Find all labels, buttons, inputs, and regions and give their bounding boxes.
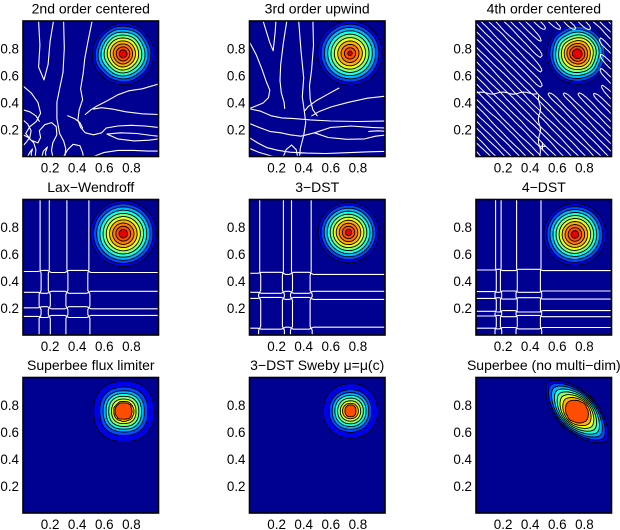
svg-text:0.6: 0.6: [453, 425, 472, 440]
svg-text:0.4: 0.4: [294, 339, 313, 354]
svg-text:0.8: 0.8: [575, 517, 594, 530]
svg-text:0.2: 0.2: [0, 479, 19, 494]
svg-text:0.2: 0.2: [227, 479, 246, 494]
svg-text:3rd order upwind: 3rd order upwind: [265, 0, 370, 16]
svg-text:0.8: 0.8: [575, 339, 594, 354]
svg-text:0.6: 0.6: [0, 425, 19, 440]
svg-text:0.4: 0.4: [68, 161, 87, 176]
svg-text:0.2: 0.2: [41, 339, 60, 354]
svg-text:3−DST Sweby μ=μ(c): 3−DST Sweby μ=μ(c): [250, 357, 384, 373]
svg-text:Lax−Wendroff: Lax−Wendroff: [47, 179, 134, 195]
svg-text:0.2: 0.2: [267, 161, 286, 176]
svg-text:0.4: 0.4: [453, 96, 472, 111]
svg-text:0.6: 0.6: [227, 247, 246, 262]
svg-text:0.8: 0.8: [349, 339, 368, 354]
svg-text:0.6: 0.6: [95, 517, 114, 530]
svg-text:0.2: 0.2: [494, 161, 513, 176]
svg-text:4−DST: 4−DST: [522, 179, 566, 195]
svg-text:0.8: 0.8: [349, 161, 368, 176]
svg-text:0.8: 0.8: [0, 220, 19, 235]
svg-text:0.4: 0.4: [68, 517, 87, 530]
svg-text:0.2: 0.2: [494, 517, 513, 530]
svg-text:0.8: 0.8: [122, 339, 141, 354]
svg-text:0.6: 0.6: [453, 247, 472, 262]
svg-text:0.4: 0.4: [453, 452, 472, 467]
svg-text:0.6: 0.6: [227, 69, 246, 84]
svg-text:Superbee flux limiter: Superbee flux limiter: [27, 357, 155, 373]
svg-text:0.2: 0.2: [494, 339, 513, 354]
svg-text:0.2: 0.2: [453, 123, 472, 138]
svg-text:0.2: 0.2: [227, 123, 246, 138]
svg-text:0.2: 0.2: [41, 517, 60, 530]
svg-text:0.6: 0.6: [321, 517, 340, 530]
svg-text:0.8: 0.8: [453, 398, 472, 413]
svg-text:0.4: 0.4: [227, 274, 246, 289]
svg-text:0.8: 0.8: [349, 517, 368, 530]
svg-text:0.8: 0.8: [122, 161, 141, 176]
svg-text:0.8: 0.8: [453, 41, 472, 56]
svg-text:3−DST: 3−DST: [295, 179, 339, 195]
svg-text:0.4: 0.4: [68, 339, 87, 354]
svg-text:0.4: 0.4: [453, 274, 472, 289]
svg-text:0.6: 0.6: [321, 339, 340, 354]
svg-text:0.4: 0.4: [0, 452, 19, 467]
svg-text:0.2: 0.2: [453, 479, 472, 494]
svg-text:0.2: 0.2: [0, 301, 19, 316]
svg-text:0.6: 0.6: [0, 69, 19, 84]
svg-text:0.8: 0.8: [122, 517, 141, 530]
svg-text:0.4: 0.4: [227, 452, 246, 467]
svg-text:0.6: 0.6: [0, 247, 19, 262]
svg-text:0.6: 0.6: [321, 161, 340, 176]
svg-text:0.8: 0.8: [575, 161, 594, 176]
svg-text:0.6: 0.6: [548, 517, 567, 530]
svg-text:0.4: 0.4: [294, 517, 313, 530]
svg-text:0.2: 0.2: [453, 301, 472, 316]
svg-text:0.4: 0.4: [0, 96, 19, 111]
svg-text:0.2: 0.2: [267, 517, 286, 530]
svg-text:0.6: 0.6: [453, 69, 472, 84]
svg-text:0.2: 0.2: [227, 301, 246, 316]
svg-text:0.4: 0.4: [227, 96, 246, 111]
svg-text:0.6: 0.6: [95, 161, 114, 176]
svg-text:0.6: 0.6: [548, 161, 567, 176]
svg-text:0.8: 0.8: [0, 398, 19, 413]
svg-text:0.8: 0.8: [227, 41, 246, 56]
svg-text:0.6: 0.6: [227, 425, 246, 440]
svg-text:4th order centered: 4th order centered: [487, 0, 601, 16]
svg-text:0.8: 0.8: [453, 220, 472, 235]
svg-text:Superbee (no multi−dim): Superbee (no multi−dim): [467, 357, 620, 373]
svg-text:0.8: 0.8: [227, 398, 246, 413]
svg-text:0.6: 0.6: [548, 339, 567, 354]
svg-text:0.2: 0.2: [41, 161, 60, 176]
svg-text:0.4: 0.4: [521, 517, 540, 530]
svg-text:0.4: 0.4: [0, 274, 19, 289]
svg-text:0.2: 0.2: [0, 123, 19, 138]
svg-text:2nd order centered: 2nd order centered: [32, 0, 150, 16]
svg-text:0.4: 0.4: [294, 161, 313, 176]
svg-text:0.8: 0.8: [0, 41, 19, 56]
svg-text:0.8: 0.8: [227, 220, 246, 235]
svg-text:0.6: 0.6: [95, 339, 114, 354]
svg-text:0.2: 0.2: [267, 339, 286, 354]
svg-text:0.4: 0.4: [521, 161, 540, 176]
svg-text:0.4: 0.4: [521, 339, 540, 354]
